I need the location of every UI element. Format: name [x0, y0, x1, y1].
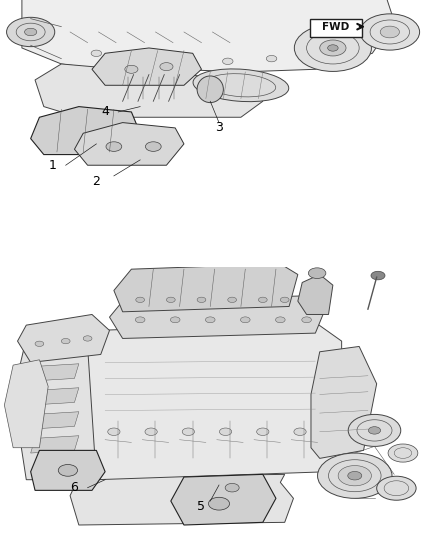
- Circle shape: [258, 297, 267, 303]
- Circle shape: [125, 65, 138, 73]
- FancyBboxPatch shape: [310, 19, 362, 37]
- Circle shape: [135, 55, 145, 62]
- Polygon shape: [22, 0, 394, 72]
- Polygon shape: [114, 264, 298, 312]
- Circle shape: [7, 17, 55, 47]
- Polygon shape: [110, 296, 324, 338]
- Polygon shape: [92, 48, 201, 85]
- Circle shape: [225, 483, 239, 492]
- Circle shape: [223, 58, 233, 64]
- Circle shape: [166, 297, 175, 303]
- Circle shape: [348, 415, 401, 446]
- Circle shape: [360, 14, 420, 50]
- Polygon shape: [35, 64, 263, 117]
- Circle shape: [368, 426, 381, 434]
- Circle shape: [240, 317, 250, 322]
- Circle shape: [136, 297, 145, 303]
- Circle shape: [388, 444, 418, 462]
- Circle shape: [91, 50, 102, 56]
- Polygon shape: [298, 274, 333, 314]
- Text: 2: 2: [92, 175, 100, 188]
- Ellipse shape: [193, 69, 289, 102]
- Circle shape: [25, 28, 37, 36]
- Polygon shape: [171, 474, 276, 525]
- Circle shape: [294, 428, 306, 435]
- Circle shape: [205, 317, 215, 322]
- Circle shape: [377, 477, 416, 500]
- Polygon shape: [4, 360, 48, 448]
- Circle shape: [160, 63, 173, 70]
- Circle shape: [170, 317, 180, 322]
- Circle shape: [145, 428, 157, 435]
- Circle shape: [61, 338, 70, 344]
- Text: 6: 6: [71, 481, 78, 494]
- Polygon shape: [18, 314, 109, 362]
- Polygon shape: [31, 107, 140, 155]
- Circle shape: [310, 53, 321, 59]
- Circle shape: [179, 58, 189, 64]
- Circle shape: [182, 428, 194, 435]
- Polygon shape: [88, 322, 342, 480]
- Circle shape: [371, 271, 385, 280]
- Circle shape: [35, 341, 44, 346]
- Polygon shape: [70, 474, 293, 525]
- Polygon shape: [31, 411, 79, 429]
- Circle shape: [318, 453, 392, 498]
- Circle shape: [108, 428, 120, 435]
- Circle shape: [58, 464, 78, 477]
- Polygon shape: [31, 436, 79, 453]
- Circle shape: [308, 268, 326, 279]
- Text: 4: 4: [101, 106, 109, 118]
- Circle shape: [135, 317, 145, 322]
- Polygon shape: [31, 364, 79, 381]
- Circle shape: [294, 25, 371, 71]
- Circle shape: [197, 297, 206, 303]
- Circle shape: [228, 297, 237, 303]
- Circle shape: [106, 142, 122, 151]
- Polygon shape: [31, 450, 105, 490]
- Text: FWD: FWD: [322, 22, 350, 31]
- Circle shape: [328, 45, 338, 51]
- Polygon shape: [74, 123, 184, 165]
- Circle shape: [219, 428, 232, 435]
- Polygon shape: [31, 388, 79, 405]
- Circle shape: [380, 26, 399, 38]
- Circle shape: [257, 428, 269, 435]
- Ellipse shape: [197, 76, 223, 102]
- Circle shape: [208, 497, 230, 510]
- Circle shape: [338, 466, 371, 486]
- Circle shape: [348, 471, 362, 480]
- Polygon shape: [13, 330, 118, 480]
- Circle shape: [320, 40, 346, 56]
- Circle shape: [276, 317, 285, 322]
- Text: 1: 1: [49, 159, 57, 172]
- Polygon shape: [311, 346, 377, 458]
- Circle shape: [266, 55, 277, 62]
- Circle shape: [280, 297, 289, 303]
- Text: 5: 5: [198, 500, 205, 513]
- Circle shape: [302, 317, 311, 322]
- Circle shape: [145, 142, 161, 151]
- Text: 3: 3: [215, 122, 223, 134]
- Circle shape: [83, 336, 92, 341]
